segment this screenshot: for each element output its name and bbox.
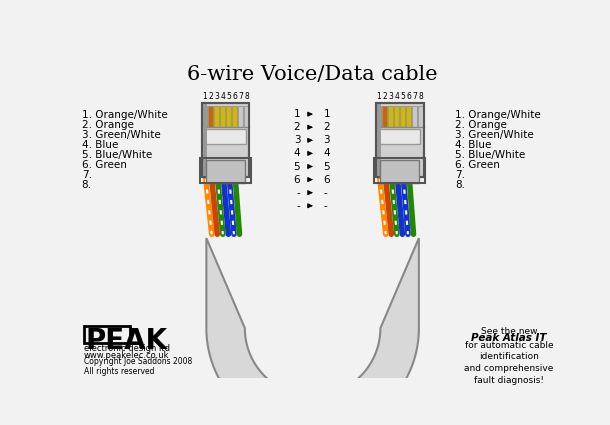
Text: 6-wire Voice/Data cable: 6-wire Voice/Data cable: [187, 65, 438, 84]
Text: 8.: 8.: [82, 180, 92, 190]
Bar: [376, 103, 423, 176]
Bar: [205, 129, 246, 144]
Text: PEAK: PEAK: [85, 327, 168, 354]
Bar: [232, 106, 237, 127]
Text: 3: 3: [323, 135, 330, 145]
Text: 3: 3: [388, 92, 393, 101]
Bar: [84, 326, 130, 343]
Text: 1: 1: [203, 92, 207, 101]
Bar: [376, 103, 423, 176]
Text: 6: 6: [323, 175, 330, 184]
Bar: [200, 158, 251, 183]
Text: 5. Blue/White: 5. Blue/White: [82, 150, 152, 159]
Text: 1: 1: [323, 109, 330, 119]
Text: 6. Green: 6. Green: [82, 159, 126, 170]
Bar: [238, 106, 243, 127]
Text: 4: 4: [220, 92, 225, 101]
Polygon shape: [206, 238, 419, 425]
Bar: [376, 106, 381, 127]
Text: 2: 2: [209, 92, 213, 101]
Text: 8: 8: [418, 92, 423, 101]
Text: -: -: [323, 188, 327, 198]
Bar: [406, 106, 411, 127]
Text: 3: 3: [214, 92, 219, 101]
Bar: [381, 159, 419, 183]
Bar: [214, 106, 219, 127]
Bar: [376, 103, 381, 176]
Text: 6. Green: 6. Green: [455, 159, 500, 170]
Bar: [244, 106, 249, 127]
Text: 4. Blue: 4. Blue: [455, 139, 492, 150]
Text: -: -: [323, 201, 327, 211]
Bar: [206, 159, 245, 183]
Text: 7.: 7.: [455, 170, 465, 180]
Text: 2: 2: [382, 92, 387, 101]
Bar: [202, 103, 249, 176]
Text: 5: 5: [323, 162, 330, 172]
Text: 5: 5: [293, 162, 300, 172]
Bar: [202, 103, 207, 176]
Bar: [418, 106, 423, 127]
Text: 2: 2: [323, 122, 330, 132]
Text: 6: 6: [232, 92, 237, 101]
Bar: [208, 106, 214, 127]
Text: 5: 5: [226, 92, 231, 101]
Text: 1. Orange/White: 1. Orange/White: [455, 110, 541, 119]
Bar: [394, 106, 400, 127]
Text: 2. Orange: 2. Orange: [455, 119, 507, 130]
Text: 4: 4: [323, 148, 330, 159]
Text: -: -: [296, 188, 300, 198]
Bar: [226, 106, 231, 127]
Text: 2: 2: [293, 122, 300, 132]
Text: 4: 4: [394, 92, 399, 101]
Text: Copyright Joe Saddons 2008
All rights reserved: Copyright Joe Saddons 2008 All rights re…: [84, 357, 192, 376]
Text: www.peakelec.co.uk: www.peakelec.co.uk: [84, 351, 170, 360]
Text: 1. Orange/White: 1. Orange/White: [82, 110, 167, 119]
Text: 6: 6: [406, 92, 411, 101]
Text: 8: 8: [244, 92, 249, 101]
Text: 5. Blue/White: 5. Blue/White: [455, 150, 525, 159]
Bar: [202, 103, 249, 176]
Text: for automatic cable
identification
and comprehensive
fault diagnosis!: for automatic cable identification and c…: [464, 340, 554, 385]
Text: 3: 3: [293, 135, 300, 145]
Bar: [388, 106, 393, 127]
Text: 1: 1: [376, 92, 381, 101]
Text: electronic design ltd: electronic design ltd: [84, 344, 170, 353]
Bar: [400, 106, 405, 127]
Text: 7: 7: [238, 92, 243, 101]
Text: 8.: 8.: [455, 180, 465, 190]
Text: 6: 6: [293, 175, 300, 184]
Text: 1: 1: [293, 109, 300, 119]
Text: Peak Atlas IT: Peak Atlas IT: [472, 333, 547, 343]
Text: 3. Green/White: 3. Green/White: [82, 130, 160, 139]
Text: 4: 4: [293, 148, 300, 159]
Text: 7.: 7.: [82, 170, 92, 180]
Bar: [379, 129, 420, 144]
Bar: [374, 158, 425, 183]
Text: 4. Blue: 4. Blue: [82, 139, 118, 150]
Text: See the new: See the new: [481, 327, 537, 336]
Bar: [382, 106, 387, 127]
Bar: [412, 106, 417, 127]
Text: -: -: [296, 201, 300, 211]
Text: 5: 5: [400, 92, 405, 101]
Text: 3. Green/White: 3. Green/White: [455, 130, 534, 139]
Text: 7: 7: [412, 92, 417, 101]
Bar: [202, 106, 207, 127]
Bar: [220, 106, 225, 127]
Text: 2. Orange: 2. Orange: [82, 119, 134, 130]
